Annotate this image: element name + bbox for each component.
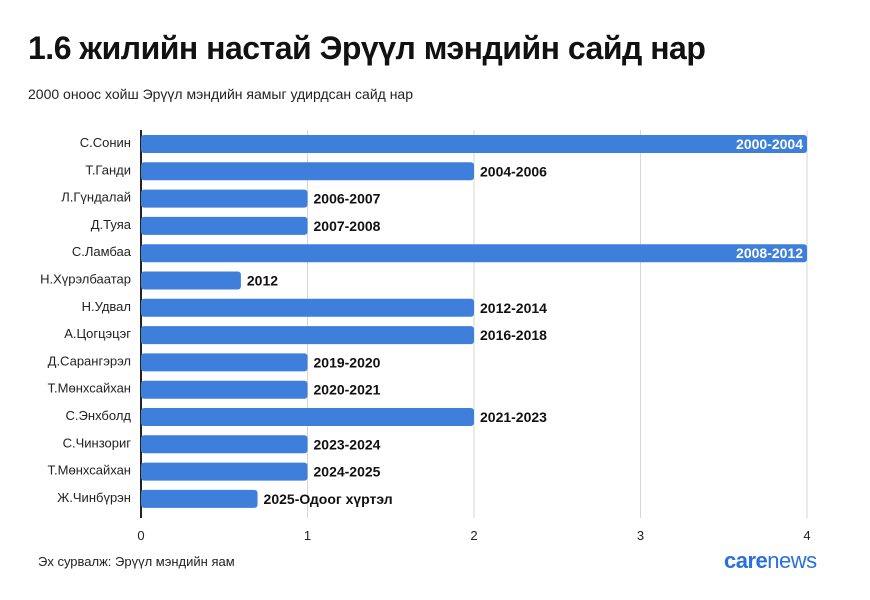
data-label: 2006-2007 bbox=[314, 191, 381, 207]
category-label: А.Цогцэцэг bbox=[64, 326, 131, 341]
bar bbox=[141, 298, 474, 317]
bar bbox=[141, 135, 807, 153]
data-label: 2008-2012 bbox=[736, 245, 803, 261]
category-label: Т.Мөнхсайхан bbox=[48, 463, 131, 478]
bar bbox=[141, 435, 308, 454]
category-label: Д.Сарангэрэл bbox=[48, 353, 131, 368]
bar bbox=[141, 489, 258, 508]
logo-care-text: care bbox=[724, 548, 768, 573]
category-label: Н.Хүрэлбаатар bbox=[40, 272, 131, 287]
category-label: С.Ламбаа bbox=[72, 244, 132, 259]
x-tick-label: 2 bbox=[470, 528, 477, 543]
data-label: 2012-2014 bbox=[480, 300, 547, 316]
data-label: 2023-2024 bbox=[314, 436, 381, 452]
bar bbox=[141, 462, 308, 481]
x-tick-label: 1 bbox=[304, 528, 311, 543]
category-label: Л.Гүндалай bbox=[61, 190, 131, 205]
category-label: Ж.Чинбүрэн bbox=[57, 490, 131, 505]
bar bbox=[141, 216, 308, 235]
data-label: 2020-2021 bbox=[314, 382, 381, 398]
data-label: 2019-2020 bbox=[314, 354, 381, 370]
bar bbox=[141, 244, 807, 263]
x-tick-label: 3 bbox=[637, 528, 644, 543]
data-label: 2007-2008 bbox=[314, 218, 381, 234]
data-label: 2012 bbox=[247, 273, 278, 289]
category-label: С.Чинзориг bbox=[63, 435, 132, 450]
bar bbox=[141, 353, 308, 372]
source-note: Эх сурвалж: Эрүүл мэндийн яам bbox=[38, 554, 235, 569]
data-label: 2004-2006 bbox=[480, 163, 547, 179]
x-tick-label: 4 bbox=[803, 528, 810, 543]
data-label: 2016-2018 bbox=[480, 327, 547, 343]
data-label: 2025-Одоог хүртэл bbox=[264, 491, 393, 507]
logo-news-text: news bbox=[767, 548, 817, 573]
carenews-logo: carenews bbox=[724, 548, 817, 574]
category-label: Т.Ганди bbox=[85, 162, 131, 177]
bar bbox=[141, 326, 474, 345]
bar bbox=[141, 380, 308, 399]
category-label: Т.Мөнхсайхан bbox=[48, 381, 131, 396]
bar bbox=[141, 162, 474, 181]
bar bbox=[141, 408, 474, 426]
chart-title: 1.6 жилийн настай Эрүүл мэндийн сайд нар bbox=[28, 30, 706, 66]
category-label: Н.Удвал bbox=[82, 299, 131, 314]
category-label: Д.Туяа bbox=[91, 217, 132, 232]
data-label: 2024-2025 bbox=[314, 464, 381, 480]
x-tick-label: 0 bbox=[137, 528, 144, 543]
bar bbox=[141, 271, 241, 290]
category-label: С.Сонин bbox=[80, 135, 131, 150]
data-label: 2000-2004 bbox=[736, 136, 803, 152]
bar bbox=[141, 189, 308, 208]
category-label: С.Энхболд bbox=[66, 408, 132, 423]
chart-subtitle: 2000 оноос хойш Эрүүл мэндийн яамыг удир… bbox=[28, 86, 414, 102]
data-label: 2021-2023 bbox=[480, 409, 547, 425]
